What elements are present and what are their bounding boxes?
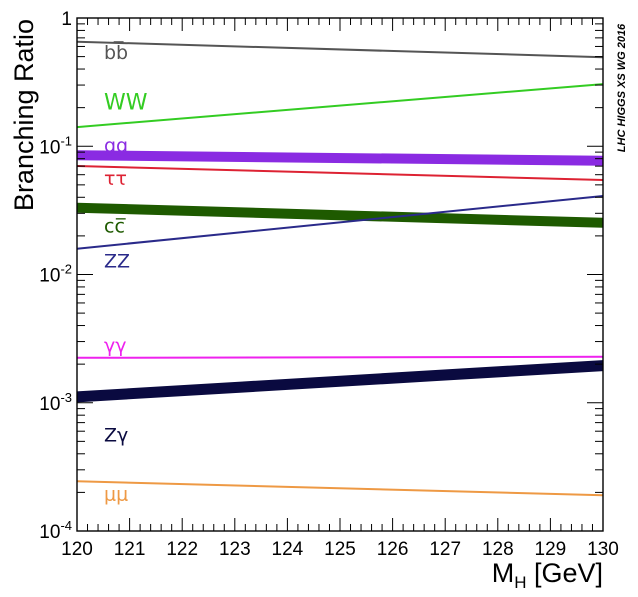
series-label-7: Zγ bbox=[104, 425, 128, 447]
series-label-8: μμ bbox=[104, 484, 128, 506]
series-label-5: ZZ bbox=[104, 251, 130, 273]
series-line-8 bbox=[76, 480, 604, 497]
x-axis-title: MH [GeV] bbox=[492, 558, 603, 592]
x-tick-label-6: 126 bbox=[377, 539, 409, 560]
series-line-4 bbox=[76, 202, 604, 228]
y-axis-title: Branching Ratio bbox=[9, 19, 39, 211]
x-axis-title-unit: [GeV] bbox=[526, 558, 603, 588]
x-tick-label-10: 130 bbox=[587, 539, 619, 560]
y-tick-label-4: 10-4 bbox=[39, 518, 72, 543]
series-line-2 bbox=[76, 150, 604, 166]
x-tick-label-2: 122 bbox=[166, 539, 198, 560]
series-line-5 bbox=[76, 195, 604, 250]
series-label-1: WW bbox=[104, 91, 148, 116]
y-tick-label-0: 1 bbox=[61, 9, 72, 30]
series-line-0 bbox=[76, 40, 604, 59]
series-layer bbox=[76, 40, 604, 497]
series-line-6 bbox=[76, 355, 604, 359]
y-tick-label-2: 10-2 bbox=[39, 262, 72, 287]
series-label-layer: bb̅ WW gg ττ cc̅ ZZ γγ Zγ μμ bbox=[104, 39, 148, 505]
x-tick-label-5: 125 bbox=[324, 539, 356, 560]
x-axis-title-main: M bbox=[492, 558, 515, 588]
y-tick-label-3: 10-3 bbox=[39, 390, 72, 415]
x-tick-label-9: 129 bbox=[535, 539, 567, 560]
x-tick-label-4: 124 bbox=[272, 539, 304, 560]
series-label-6: γγ bbox=[104, 335, 127, 357]
x-tick-label-8: 128 bbox=[482, 539, 514, 560]
x-axis-title-subscript: H bbox=[514, 573, 526, 592]
series-label-0: bb̅ bbox=[104, 39, 128, 63]
series-label-4: cc̅ bbox=[104, 215, 126, 237]
x-tick-label-7: 127 bbox=[429, 539, 461, 560]
collaboration-watermark: LHC HIGGS XS WG 2016 bbox=[616, 23, 628, 152]
series-line-3 bbox=[76, 165, 604, 181]
x-tick-label-1: 121 bbox=[114, 539, 146, 560]
series-line-7 bbox=[76, 360, 604, 403]
x-tick-label-0: 120 bbox=[61, 539, 93, 560]
tick-layer: 120 121 122 123 124 125 126 127 128 129 130 1 10-1 10… bbox=[39, 9, 619, 560]
series-label-3: ττ bbox=[104, 168, 127, 190]
y-tick-label-1: 10-1 bbox=[39, 133, 72, 158]
series-label-2: gg bbox=[104, 135, 128, 157]
x-tick-label-3: 123 bbox=[219, 539, 251, 560]
series-line-1 bbox=[76, 83, 604, 129]
